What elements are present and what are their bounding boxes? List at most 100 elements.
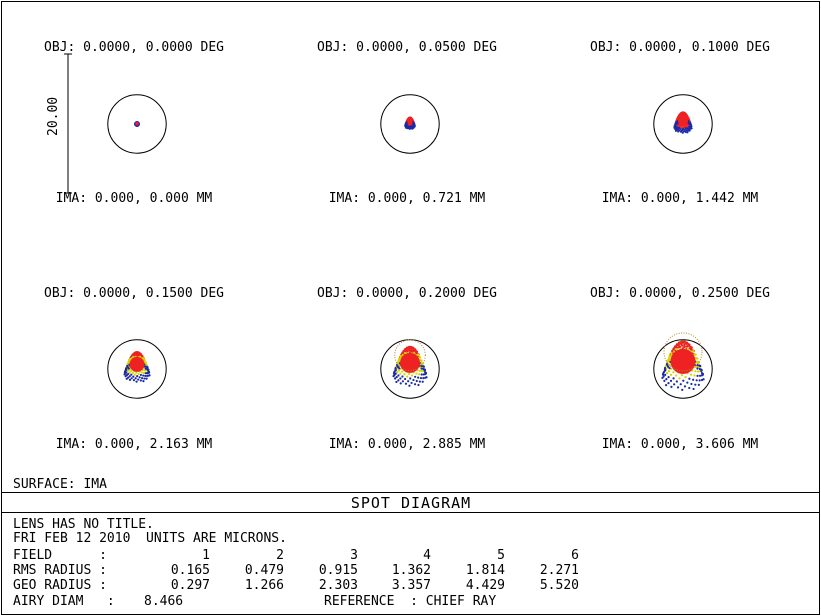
airy-label: AIRY DIAM : xyxy=(13,594,115,609)
spot-point xyxy=(421,380,424,383)
spot-diagram-plot xyxy=(64,53,713,399)
spot-field-5 xyxy=(380,339,440,399)
spot-point xyxy=(396,371,399,374)
spot-point xyxy=(409,350,412,353)
spot-point xyxy=(392,375,395,378)
spot-point xyxy=(661,376,664,379)
rms-value-3: 0.915 xyxy=(318,563,358,578)
ima-label-6: IMA: 0.000, 3.606 MM xyxy=(601,437,759,452)
spot-point xyxy=(687,122,691,125)
obj-label-2: OBJ: 0.0000, 0.0500 DEG xyxy=(316,40,498,55)
spot-point xyxy=(692,387,695,391)
spot-point xyxy=(144,365,147,368)
spot-point xyxy=(664,373,667,376)
airy-value: 8.466 xyxy=(144,594,184,609)
spot-point xyxy=(127,367,130,370)
spot-point xyxy=(408,127,411,130)
spot-point xyxy=(135,371,138,374)
spot-point xyxy=(677,130,680,133)
geo-value-5: 4.429 xyxy=(465,578,505,593)
spot-point xyxy=(393,377,397,380)
geo-value-6: 5.520 xyxy=(539,578,579,593)
spot-point xyxy=(143,377,146,380)
spot-point xyxy=(425,376,428,379)
obj-label-1: OBJ: 0.0000, 0.0000 DEG xyxy=(43,40,225,55)
geo-value-1: 0.297 xyxy=(170,578,210,593)
spot-point xyxy=(141,376,144,380)
spot-point xyxy=(404,377,407,381)
spot-point xyxy=(417,376,420,379)
spot-point xyxy=(696,370,700,373)
spot-point xyxy=(672,371,675,374)
spot-point xyxy=(409,377,412,380)
spot-field-3 xyxy=(653,94,713,154)
scale-bar-label: 20.00 xyxy=(46,96,61,136)
spot-point xyxy=(139,379,142,382)
spot-point xyxy=(394,369,397,372)
spot-point xyxy=(148,374,151,377)
field-num-5: 5 xyxy=(497,548,505,563)
spot-point xyxy=(134,377,137,380)
rms-value-6: 2.271 xyxy=(539,563,579,578)
spot-point xyxy=(696,364,699,367)
rms-row-label: RMS RADIUS : xyxy=(13,563,107,578)
spot-core-1 xyxy=(135,121,139,126)
spot-point xyxy=(144,367,147,370)
spot-point xyxy=(687,347,690,351)
spot-point xyxy=(128,378,132,381)
spot-point xyxy=(674,123,677,126)
spot-point xyxy=(406,375,409,378)
spot-point xyxy=(677,344,680,347)
spot-point xyxy=(395,376,398,379)
airy-disk-4 xyxy=(107,339,167,399)
spot-point xyxy=(675,344,678,347)
spot-outer-ring-5 xyxy=(394,339,426,372)
spot-point xyxy=(420,369,424,373)
airy-disk-1 xyxy=(107,94,167,154)
spot-point xyxy=(664,384,668,387)
spot-point xyxy=(670,349,674,353)
spot-point xyxy=(668,367,671,370)
spot-point xyxy=(684,130,687,134)
spot-point xyxy=(691,350,694,353)
spot-point xyxy=(411,127,414,130)
spot-point xyxy=(685,345,688,348)
spot-point xyxy=(424,371,427,374)
spot-point xyxy=(404,382,408,385)
spot-point xyxy=(663,379,666,382)
spot-point xyxy=(125,368,128,372)
spot-point xyxy=(137,372,140,376)
spot-point xyxy=(686,131,689,134)
spot-point xyxy=(681,388,684,391)
obj-label-4: OBJ: 0.0000, 0.1500 DEG xyxy=(43,286,225,301)
spot-point xyxy=(673,383,676,386)
spot-point xyxy=(131,371,134,375)
spot-point xyxy=(672,377,675,380)
spot-point xyxy=(681,341,685,344)
spot-point xyxy=(412,378,415,382)
spot-point xyxy=(688,129,691,132)
spot-point xyxy=(405,122,409,125)
spot-point xyxy=(144,372,147,375)
spot-point xyxy=(672,348,675,351)
spot-point xyxy=(418,369,422,372)
spot-point xyxy=(413,123,416,127)
spot-point xyxy=(667,382,670,385)
spot-field-1 xyxy=(107,94,167,154)
spot-point xyxy=(661,373,665,376)
spot-point xyxy=(415,372,418,375)
spot-point xyxy=(679,342,683,345)
spot-point xyxy=(690,382,693,386)
spot-point xyxy=(694,365,697,368)
spot-point xyxy=(675,374,678,377)
spot-point xyxy=(142,380,145,383)
spot-point xyxy=(408,372,411,375)
spot-point xyxy=(419,376,423,380)
spot-core-6 xyxy=(670,348,696,374)
ima-label-3: IMA: 0.000, 1.442 MM xyxy=(601,191,759,206)
spot-point xyxy=(411,349,414,353)
spot-point xyxy=(140,371,144,374)
spot-field-4 xyxy=(107,339,167,399)
spot-point xyxy=(130,373,133,376)
